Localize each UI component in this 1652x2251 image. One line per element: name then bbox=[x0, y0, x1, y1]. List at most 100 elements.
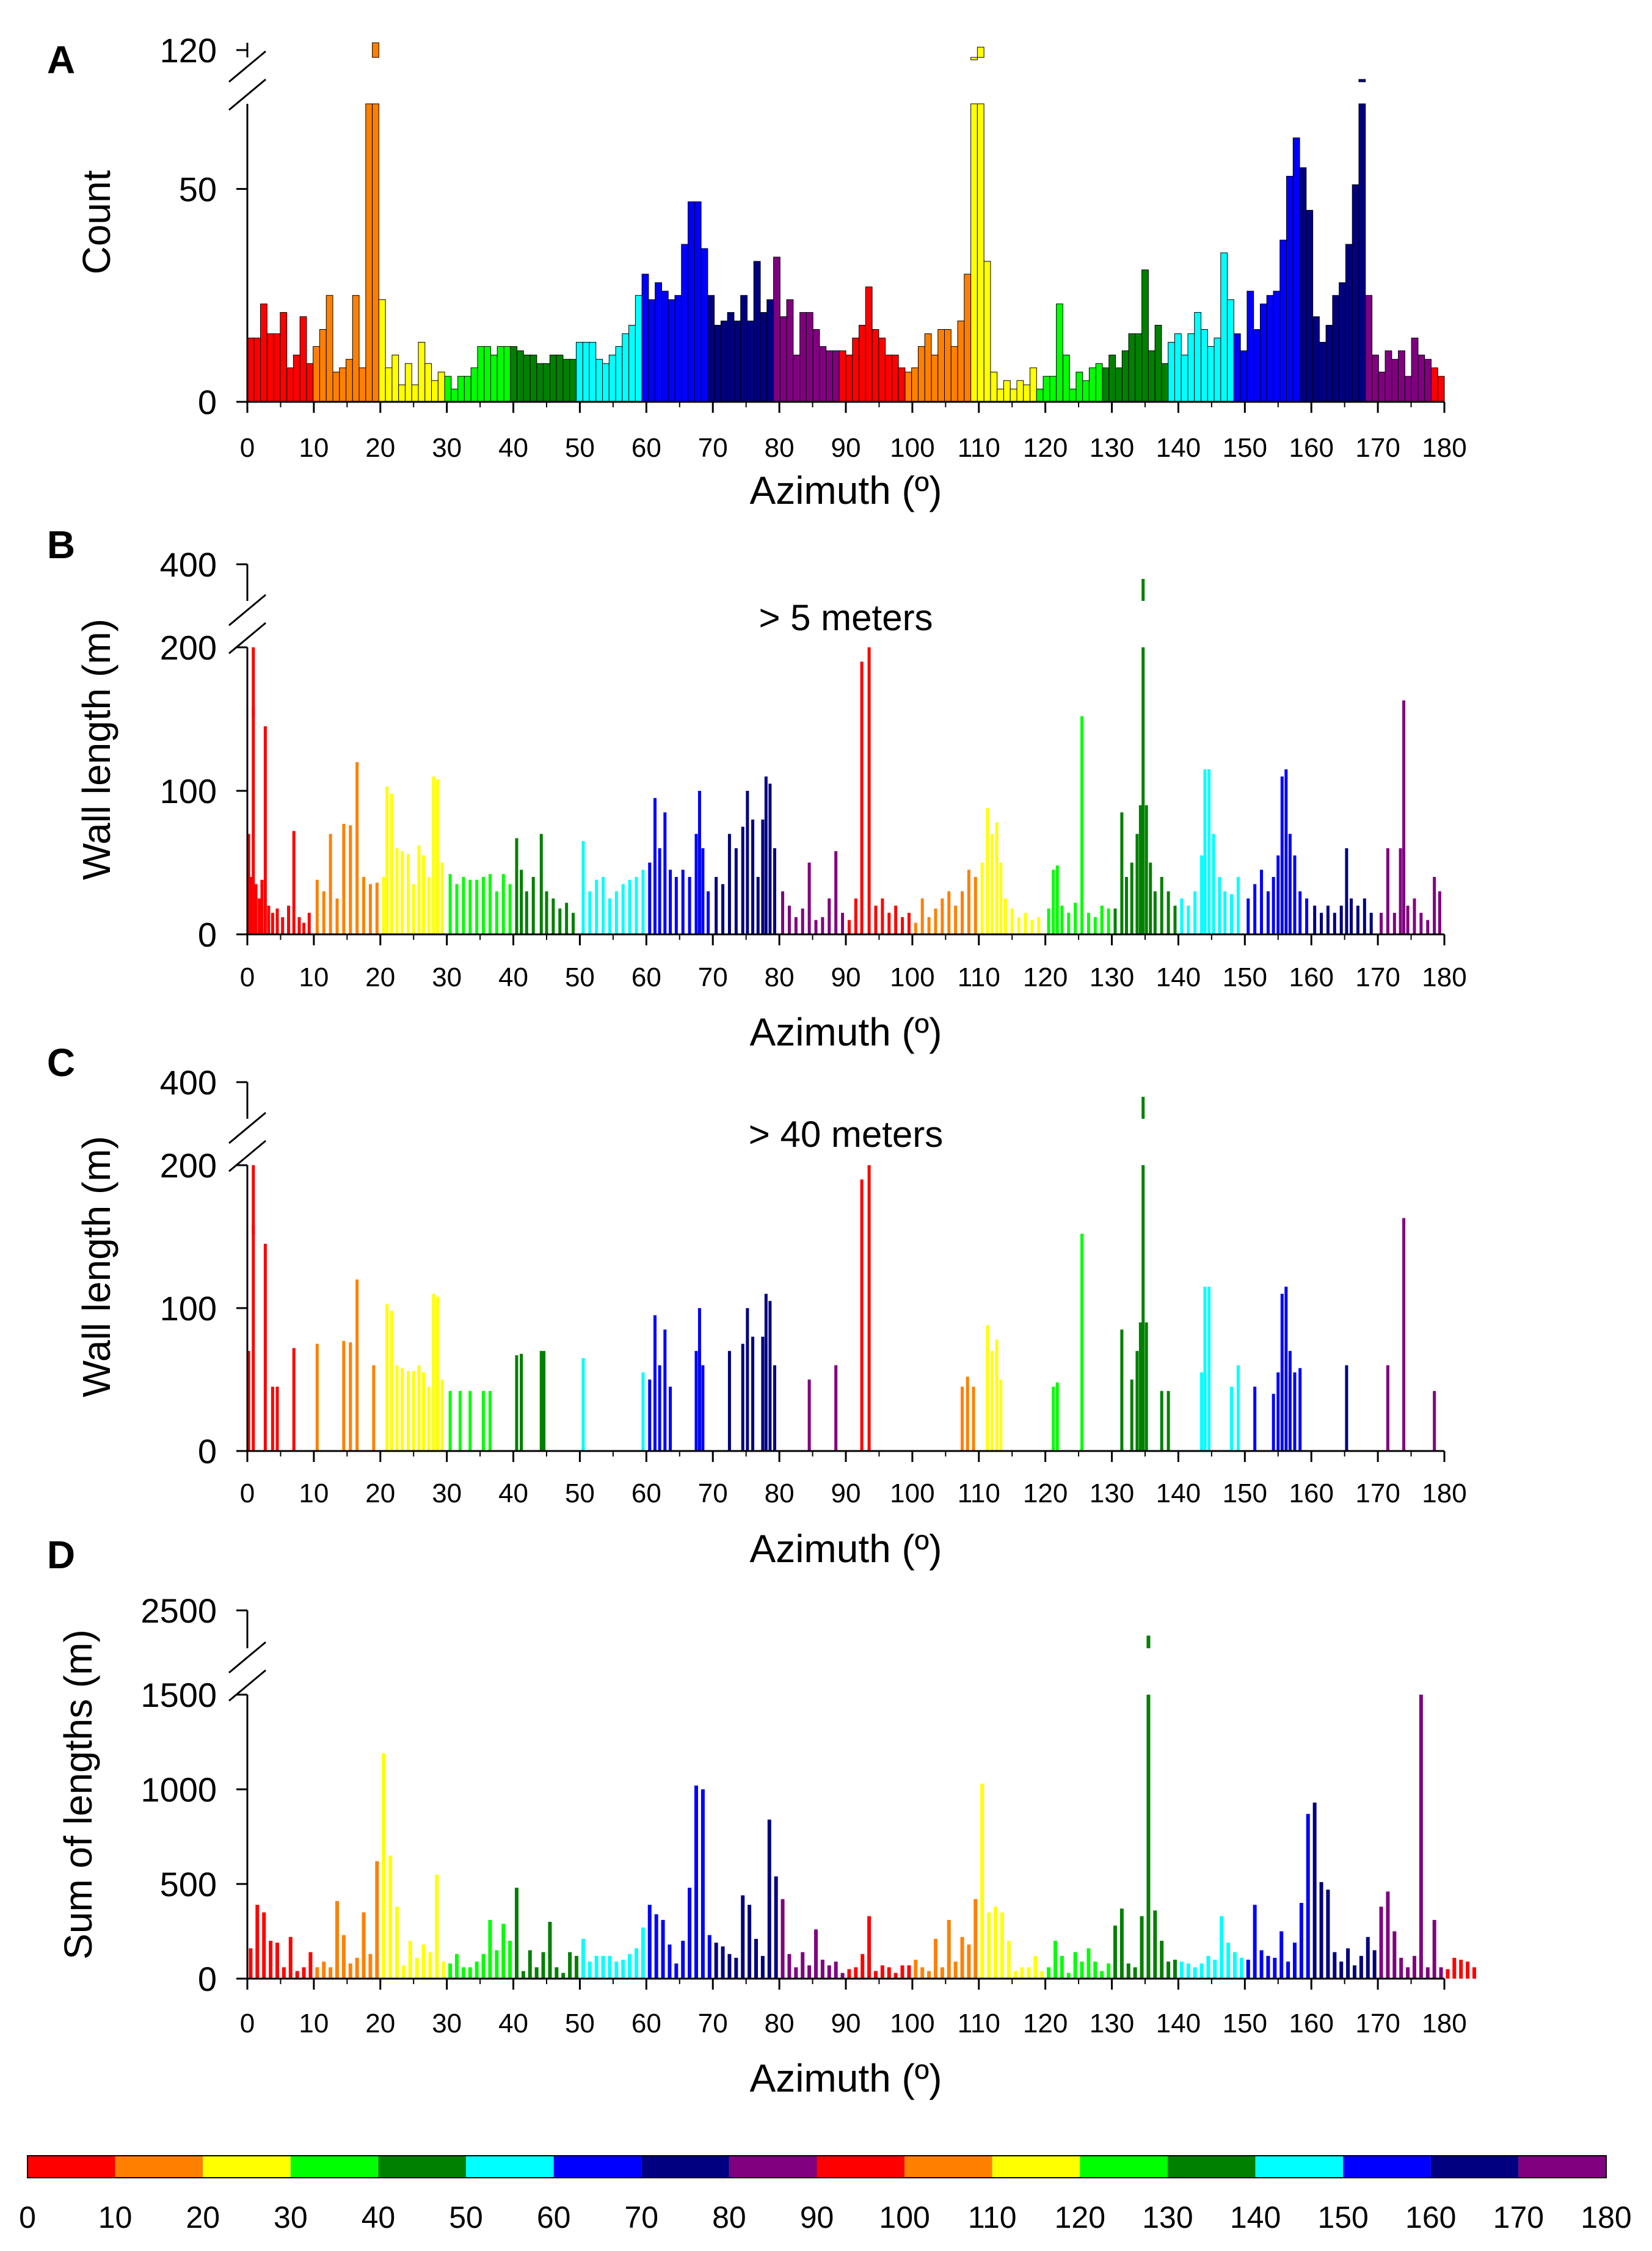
bar bbox=[395, 848, 399, 934]
bar bbox=[746, 321, 754, 402]
bar bbox=[385, 786, 389, 934]
bar bbox=[375, 882, 379, 934]
y-tick-label: 0 bbox=[198, 1432, 217, 1471]
colorbar-tick-label: 50 bbox=[449, 2200, 483, 2235]
bar bbox=[854, 898, 857, 934]
bar bbox=[927, 1971, 931, 1979]
bar bbox=[781, 1899, 785, 1979]
bar bbox=[308, 1952, 313, 1979]
colorbar-tick-label: 10 bbox=[98, 2200, 133, 2235]
bar bbox=[342, 824, 346, 934]
bar bbox=[281, 917, 285, 934]
bar bbox=[322, 1962, 326, 1979]
y-tick-label: 100 bbox=[160, 772, 217, 810]
bar bbox=[1047, 908, 1050, 934]
x-tick-label: 40 bbox=[498, 2009, 528, 2038]
bar bbox=[417, 1365, 421, 1451]
bar bbox=[641, 274, 649, 402]
bar bbox=[440, 862, 444, 934]
x-tick-label: 10 bbox=[299, 962, 329, 992]
x-tick-label: 150 bbox=[1223, 962, 1267, 992]
bar bbox=[1425, 1967, 1430, 1979]
y-tick-label: 1500 bbox=[140, 1676, 217, 1714]
x-tick-label: 140 bbox=[1156, 1478, 1201, 1508]
bar bbox=[288, 1936, 293, 1979]
bar bbox=[964, 274, 972, 402]
bar bbox=[362, 1912, 366, 1979]
bar bbox=[1392, 1931, 1397, 1979]
x-tick-label: 10 bbox=[299, 1478, 329, 1508]
bar bbox=[970, 103, 978, 402]
bar bbox=[1024, 912, 1027, 934]
bar bbox=[865, 286, 873, 402]
bar bbox=[658, 848, 661, 934]
bar bbox=[960, 1936, 964, 1979]
bar bbox=[826, 350, 833, 402]
bar bbox=[368, 884, 372, 934]
bar bbox=[1086, 1948, 1091, 1979]
bar bbox=[904, 371, 912, 402]
bar bbox=[674, 295, 682, 402]
bar bbox=[1379, 1907, 1383, 1979]
bar bbox=[1345, 244, 1353, 402]
bar bbox=[1239, 1957, 1243, 1979]
bar bbox=[1406, 1967, 1410, 1979]
bar bbox=[1160, 1941, 1164, 1979]
bar bbox=[767, 1819, 771, 1979]
bar bbox=[973, 1899, 978, 1979]
x-tick-label: 0 bbox=[240, 433, 255, 463]
colorbar-segment bbox=[1518, 2156, 1606, 2178]
bar bbox=[1080, 1962, 1084, 1979]
bar bbox=[980, 862, 984, 934]
bar bbox=[991, 834, 994, 934]
bar bbox=[1073, 1952, 1077, 1979]
x-axis-label: Azimuth (º) bbox=[750, 468, 942, 512]
bar bbox=[1350, 898, 1353, 934]
axis-break-mark bbox=[228, 622, 266, 655]
bar bbox=[773, 256, 781, 402]
colorbar: 0 10 20 30 40 50 60 70 80 90 100 110 120 130 140 150 160… bbox=[19, 2155, 1632, 2235]
bar bbox=[588, 1962, 592, 1979]
bar bbox=[801, 1952, 805, 1979]
bar bbox=[482, 1391, 486, 1451]
bar bbox=[375, 1861, 379, 1979]
bar bbox=[741, 1895, 745, 1979]
bar bbox=[1199, 1963, 1204, 1979]
colorbar-segment bbox=[992, 2156, 1080, 2178]
bar bbox=[847, 920, 851, 934]
bar bbox=[534, 1967, 539, 1979]
bar bbox=[1286, 176, 1294, 402]
bar bbox=[458, 1391, 462, 1451]
bar bbox=[1212, 834, 1215, 934]
bar bbox=[1069, 388, 1077, 402]
bar bbox=[372, 1365, 376, 1451]
bar bbox=[1166, 1962, 1171, 1979]
x-tick-label: 90 bbox=[831, 962, 861, 992]
bar bbox=[1266, 295, 1274, 402]
bar bbox=[934, 1938, 937, 1979]
x-tick-label: 100 bbox=[890, 433, 934, 463]
bar bbox=[941, 898, 944, 934]
bar bbox=[260, 304, 267, 402]
x-tick-label: 90 bbox=[831, 1478, 861, 1508]
bar bbox=[545, 891, 548, 934]
bar bbox=[595, 358, 603, 402]
bar bbox=[275, 908, 279, 934]
bar bbox=[924, 333, 932, 402]
x-tick-label: 160 bbox=[1289, 962, 1334, 992]
bar bbox=[1121, 350, 1129, 402]
bar bbox=[252, 1165, 255, 1451]
bar bbox=[700, 248, 708, 402]
bar bbox=[867, 1165, 871, 1451]
bar bbox=[341, 1935, 346, 1979]
y-tick-label: 0 bbox=[198, 383, 217, 421]
bar bbox=[297, 917, 301, 934]
x-tick-label: 90 bbox=[831, 2009, 861, 2038]
bar bbox=[1272, 1394, 1275, 1451]
bar bbox=[957, 321, 965, 402]
bar bbox=[422, 1372, 426, 1451]
bar bbox=[455, 884, 459, 934]
colorbar-segment bbox=[1255, 2156, 1344, 2178]
bar bbox=[733, 321, 741, 402]
bar bbox=[1288, 1351, 1292, 1451]
